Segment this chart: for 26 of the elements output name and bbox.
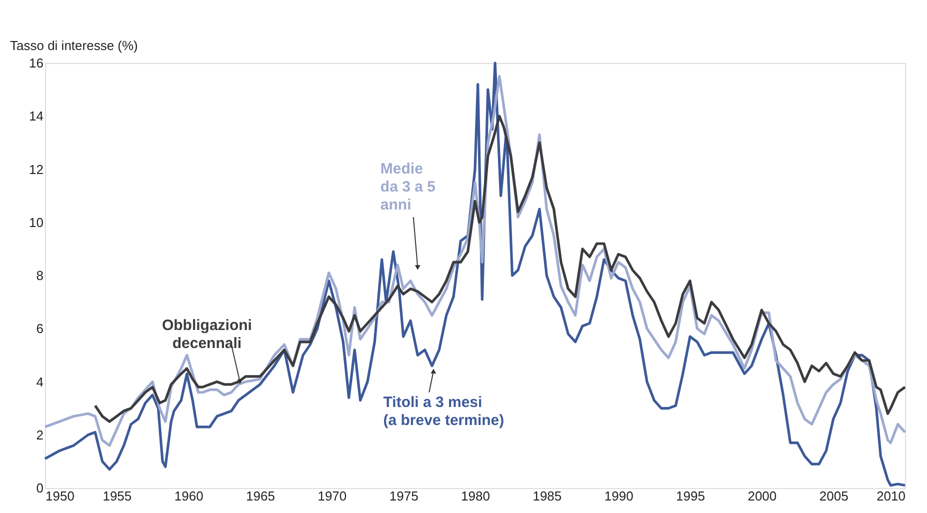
x-tick-label: 1965 [246,488,275,504]
y-tick-label: 6 [36,321,44,336]
x-tick-label: 1980 [461,488,490,504]
y-tick-label: 12 [29,162,44,177]
y-tick-label: 14 [29,108,44,124]
x-tick-label: 1960 [174,488,204,504]
annotation: Obbligazioni decennali [162,317,252,352]
annotation: Titoli a 3 mesi (a breve termine) [383,394,504,430]
y-tick-label: 0 [36,480,44,496]
x-tick-label: 1970 [318,488,347,504]
y-tick-label: 8 [36,268,44,283]
x-tick-label: 1975 [389,488,418,504]
y-axis-title: Tasso di interesse (%) [10,38,138,53]
annotation: Medie da 3 a 5 anni [380,160,436,214]
y-tick-label: 2 [36,427,44,442]
y-tick-label: 16 [29,56,44,70]
x-tick-label: 1985 [532,488,562,504]
x-tick-label: 2000 [748,488,777,504]
x-tick-label: 2010 [876,488,906,504]
x-tick-label: 2005 [819,488,848,504]
x-tick-label: 1955 [102,488,132,504]
x-tick-label: 1950 [46,488,74,504]
x-tick-label: 1990 [604,488,634,504]
x-tick-label: 1995 [676,488,705,504]
y-tick-label: 10 [29,214,44,230]
y-tick-label: 4 [36,374,44,390]
